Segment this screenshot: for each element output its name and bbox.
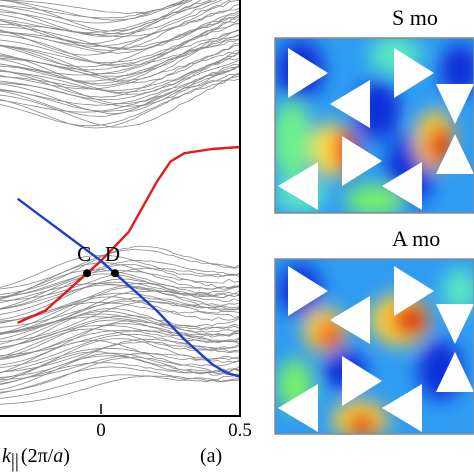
bulk-bands — [0, 0, 240, 405]
edge-state-blue — [16, 197, 240, 378]
bulk-band-line — [0, 64, 240, 107]
mode-point-label-c: C — [77, 242, 91, 266]
bulk-band-line — [0, 23, 240, 75]
mode-point-c — [83, 269, 92, 278]
bulk-band-line — [0, 45, 240, 98]
bulk-band-line — [0, 245, 240, 295]
bulk-band-line — [0, 352, 240, 391]
bulk-band-line — [0, 15, 240, 68]
mode-point-d — [110, 269, 119, 278]
bulk-band-line — [0, 313, 240, 340]
bulk-band-line — [0, 355, 240, 386]
x-label-units-var: a — [53, 445, 63, 467]
panel-label-a: (a) — [200, 445, 222, 467]
x-label-units-close: ) — [63, 445, 70, 467]
bulk-band-line — [0, 72, 240, 129]
bulk-band-line — [0, 0, 191, 19]
bulk-band-line — [0, 0, 232, 51]
edge-states — [16, 145, 240, 378]
bulk-band-line — [0, 366, 240, 394]
bulk-band-line — [0, 0, 189, 14]
bulk-band-line — [0, 0, 213, 44]
bulk-band-line — [0, 254, 240, 288]
edge-state-red — [17, 145, 240, 324]
bulk-band-line — [0, 284, 240, 310]
bulk-band-line — [0, 329, 240, 359]
bulk-band-line — [0, 43, 240, 84]
x-label-symbol: k — [2, 445, 12, 467]
bulk-band-line — [0, 66, 240, 106]
bulk-band-line — [0, 59, 240, 100]
bulk-band-line — [0, 66, 240, 117]
bulk-band-line — [0, 0, 186, 24]
x-tick-label: 0.5 — [228, 420, 252, 441]
bulk-band-line — [0, 320, 240, 366]
a-mode-panel: A mo — [274, 226, 474, 435]
x-tick-label: 0 — [96, 420, 106, 441]
bulk-band-line — [0, 29, 240, 86]
bulk-band-line — [0, 49, 240, 95]
mode-point-label-d: D — [105, 242, 120, 266]
a-mode-field — [275, 259, 474, 434]
bulk-band-line — [0, 267, 240, 302]
a-mode-rods — [278, 266, 474, 432]
bulk-band-line — [0, 0, 202, 37]
bulk-band-line — [0, 13, 240, 68]
bulk-band-line — [0, 296, 240, 334]
plot-frame — [0, 0, 241, 417]
bulk-band-line — [0, 328, 240, 358]
bulk-band-line — [0, 34, 240, 84]
bulk-band-line — [0, 374, 240, 399]
x-label-subscript: || — [11, 450, 19, 472]
bulk-band-line — [0, 338, 240, 380]
s-mode-field — [275, 38, 474, 213]
bulk-band-line — [0, 273, 240, 309]
bulk-band-line — [0, 301, 240, 324]
bulk-band-line — [0, 301, 240, 342]
bulk-band-line — [0, 0, 240, 56]
s-mode-frame — [274, 37, 474, 214]
bulk-band-line — [0, 286, 240, 334]
a-mode-title: A mo — [392, 226, 440, 251]
x-axis-label: k|| (2π/a) — [2, 445, 70, 472]
s-mode-panel: S mo — [274, 5, 474, 214]
bulk-band-line — [0, 0, 211, 35]
bulk-band-line — [0, 29, 240, 71]
bulk-band-line — [0, 10, 240, 51]
bulk-band-line — [0, 310, 240, 345]
bulk-band-line — [0, 65, 240, 112]
bulk-band-line — [0, 319, 240, 359]
x-label-units-open: (2π/ — [21, 445, 54, 467]
bulk-band-line — [0, 0, 223, 35]
bulk-band-line — [0, 278, 240, 321]
bulk-band-line — [0, 63, 240, 114]
bulk-band-line — [0, 51, 240, 90]
bulk-band-line — [0, 262, 240, 300]
bulk-band-line — [0, 75, 240, 128]
bulk-band-line — [0, 375, 240, 405]
bulk-band-line — [0, 0, 193, 32]
bulk-band-line — [0, 282, 240, 322]
bulk-band-line — [0, 329, 240, 356]
s-mode-title: S mo — [392, 5, 438, 30]
bulk-band-line — [0, 38, 240, 82]
s-mode-rods — [278, 48, 474, 210]
bulk-band-line — [0, 248, 240, 290]
bulk-band-line — [0, 347, 240, 374]
bulk-band-line — [0, 3, 240, 38]
x-ticks: 0 0.5 — [96, 404, 252, 441]
a-mode-frame — [274, 258, 474, 435]
bulk-band-line — [0, 333, 240, 369]
bulk-band-line — [0, 308, 240, 351]
bulk-band-line — [0, 264, 240, 310]
